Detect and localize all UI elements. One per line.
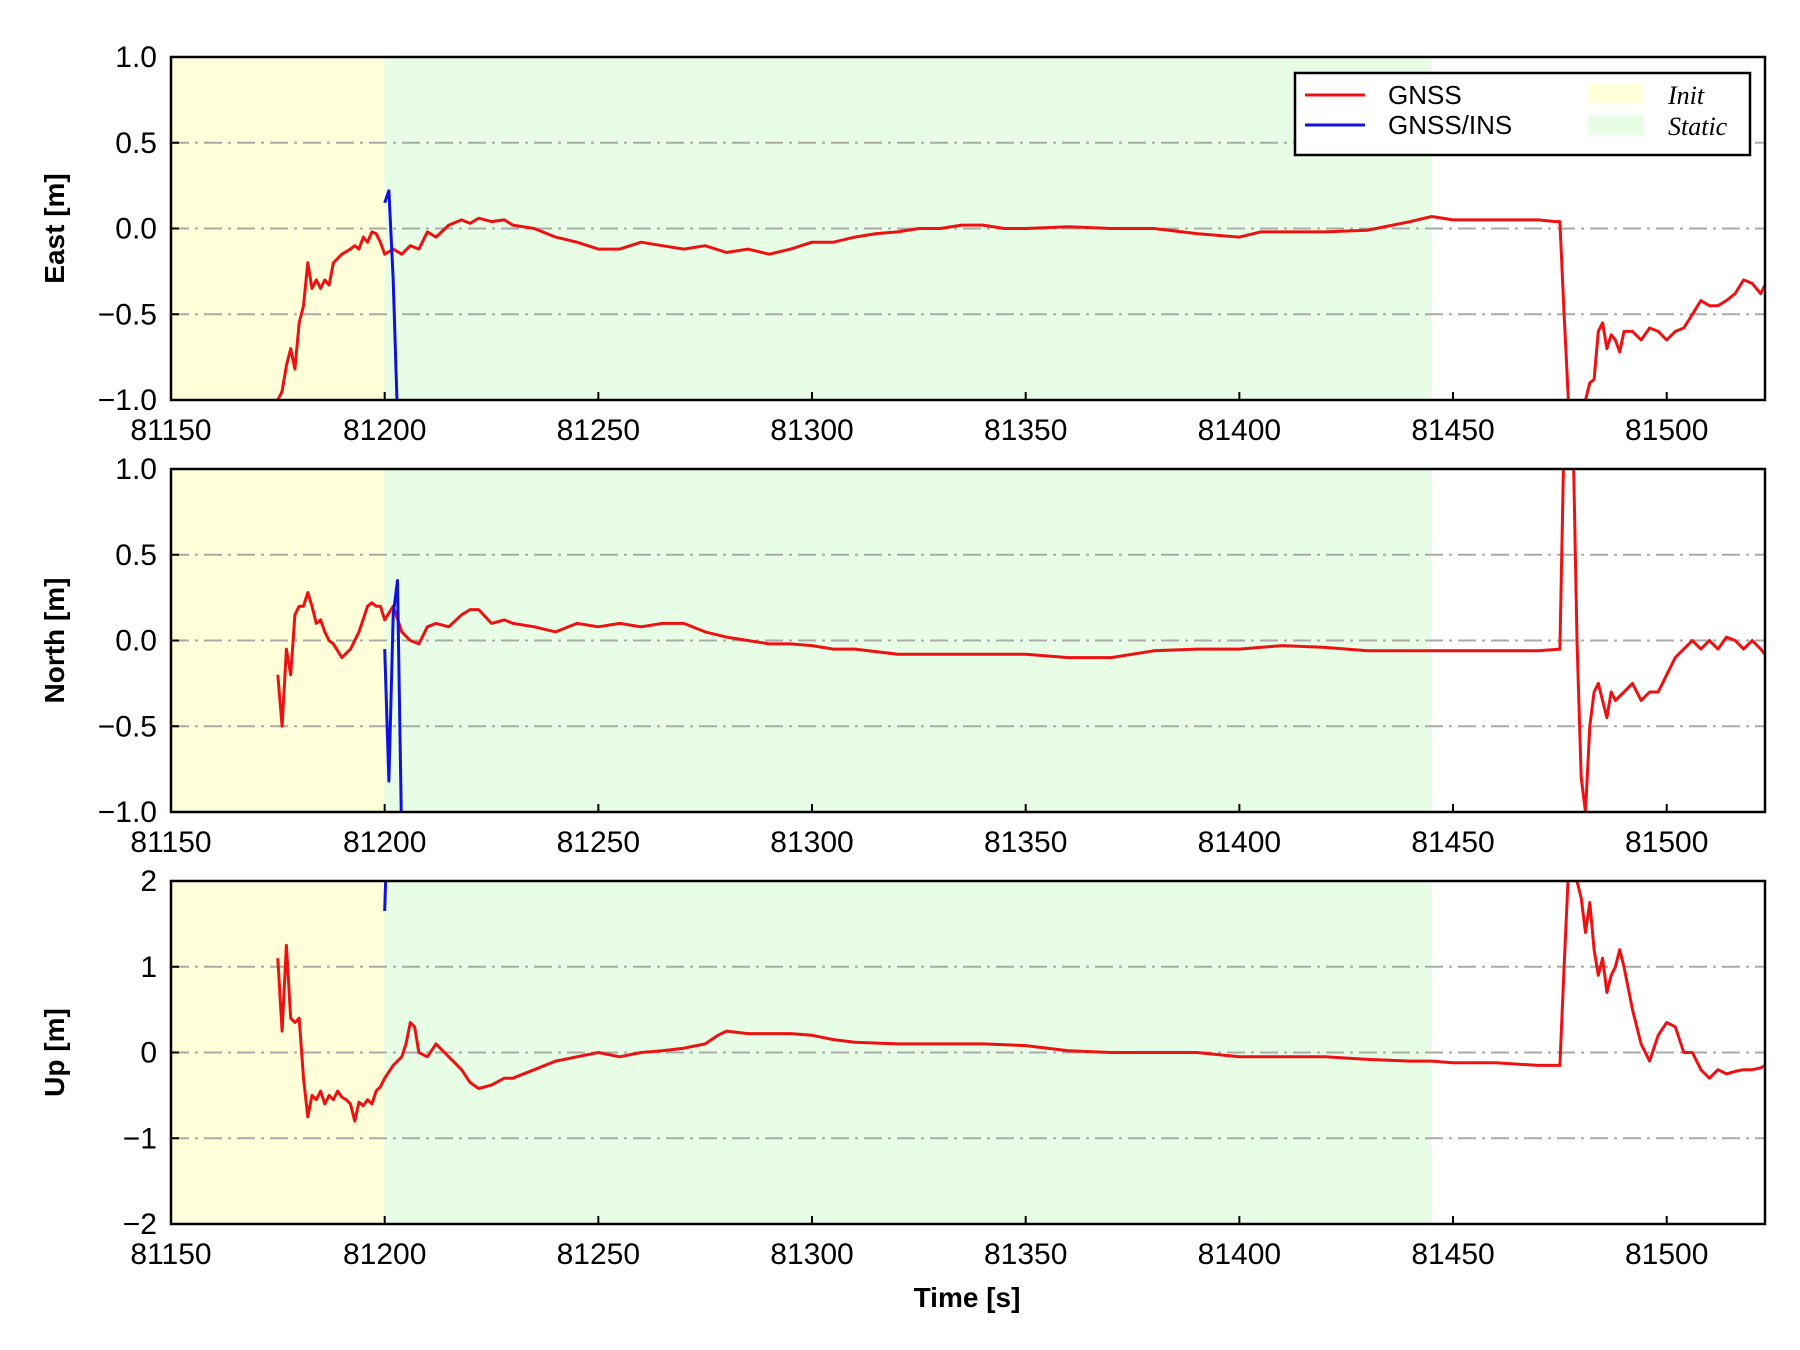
- series-gnss: [276, 469, 1765, 812]
- series-gnss-ins: [383, 881, 388, 912]
- x-tick-label: 81400: [1198, 414, 1281, 447]
- legend-gnss-label: GNSS: [1388, 80, 1462, 110]
- x-tick-label: 81150: [130, 1238, 211, 1271]
- y-tick-label: 0.5: [115, 127, 157, 160]
- x-tick-label: 81300: [770, 1238, 853, 1271]
- y-tick-label: −0.5: [98, 298, 157, 331]
- y-tick-label: −1: [123, 1122, 157, 1155]
- panel-1: −1.0 −0.5 0.0 0.5 1.0 81150 81200 81250 81300 813…: [39, 41, 1767, 447]
- x-tick-label: 81500: [1625, 826, 1708, 859]
- legend-static-label: Static: [1668, 112, 1728, 141]
- x-axis-title: Time [s]: [914, 1282, 1021, 1313]
- y-tick-label: 0.5: [115, 539, 157, 572]
- y-tick-label: 1: [140, 951, 157, 984]
- x-tick-label: 81250: [557, 1238, 640, 1271]
- x-tick-label: 81250: [557, 414, 640, 447]
- y-tick-label: 0.0: [115, 213, 157, 246]
- panel-3: −2 −1 0 1 2 81150 81200 81250 81300 81350 81400 814…: [39, 865, 1767, 1271]
- y-tick-label: −0.5: [98, 710, 157, 743]
- legend-ins-label: GNSS/INS: [1388, 110, 1512, 140]
- x-tick-label: 81300: [770, 826, 853, 859]
- legend-init-swatch: [1588, 84, 1644, 104]
- y-tick-label: −2: [123, 1208, 157, 1241]
- legend-frame: [1293, 71, 1752, 157]
- y-tick-label: 0.0: [115, 625, 157, 658]
- x-tick-label: 81150: [130, 826, 211, 859]
- y-tick-label: −1.0: [98, 384, 157, 417]
- y-axis-title: North [m]: [39, 578, 70, 704]
- x-tick-label: 81350: [984, 826, 1067, 859]
- x-tick-label: 81300: [770, 414, 853, 447]
- series-gnss-ins: [383, 579, 403, 812]
- x-tick-label: 81350: [984, 414, 1067, 447]
- series-gnss: [276, 215, 1765, 400]
- panel-2: −1.0 −0.5 0.0 0.5 1.0 81150 81200 81250 81300 813…: [39, 453, 1767, 859]
- x-tick-label: 81500: [1625, 1238, 1708, 1271]
- x-tick-label: 81200: [343, 1238, 426, 1271]
- series-gnss: [276, 881, 1765, 1123]
- y-axis-title: Up [m]: [39, 1008, 70, 1097]
- x-tick-label: 81150: [130, 414, 211, 447]
- y-tick-label: −1.0: [98, 796, 157, 829]
- y-tick-label: 0: [140, 1037, 157, 1070]
- x-tick-label: 81400: [1198, 1238, 1281, 1271]
- legend: GNSS GNSS/INS Init Static: [1293, 71, 1752, 157]
- x-tick-label: 81500: [1625, 414, 1708, 447]
- panels-layer: −1.0 −0.5 0.0 0.5 1.0 81150 81200 81250 81300 813…: [39, 41, 1767, 1271]
- y-axis-title: East [m]: [39, 173, 70, 283]
- series-gnss-ins: [383, 189, 399, 400]
- x-tick-label: 81250: [557, 826, 640, 859]
- x-tick-label: 81200: [343, 414, 426, 447]
- x-tick-label: 81400: [1198, 826, 1281, 859]
- legend-init-label: Init: [1667, 81, 1705, 110]
- x-tick-label: 81350: [984, 1238, 1067, 1271]
- x-tick-label: 81450: [1411, 1238, 1494, 1271]
- x-tick-label: 81450: [1411, 414, 1494, 447]
- legend-static-swatch: [1588, 115, 1644, 135]
- x-tick-label: 81200: [343, 826, 426, 859]
- y-tick-label: 1.0: [115, 41, 157, 74]
- x-tick-label: 81450: [1411, 826, 1494, 859]
- y-tick-label: 1.0: [115, 453, 157, 486]
- y-tick-label: 2: [140, 865, 157, 898]
